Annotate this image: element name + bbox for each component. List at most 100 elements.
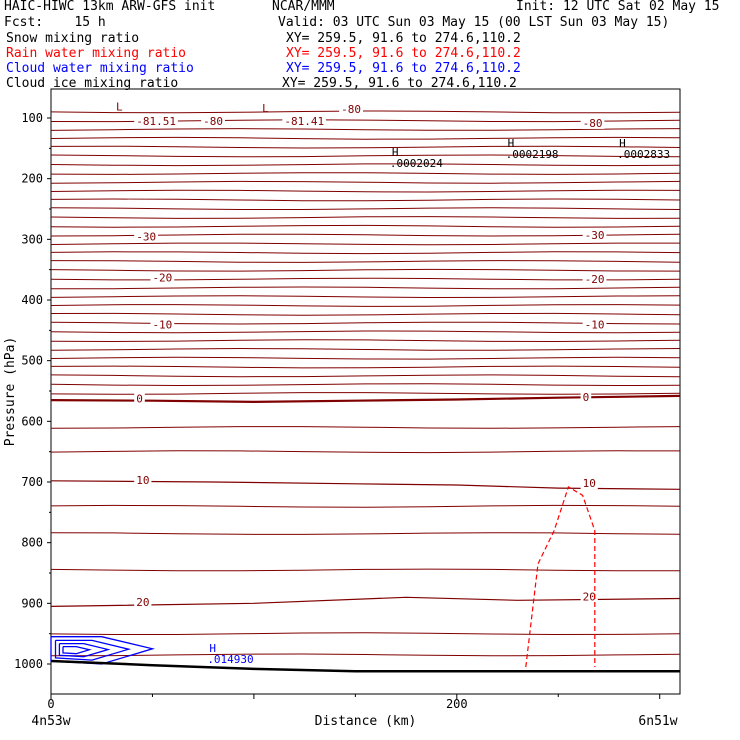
isotherm-label-bg: [134, 116, 178, 128]
isotherm-line: [50, 251, 681, 255]
isotherm-line: [50, 330, 681, 334]
isotherm-line: [50, 163, 681, 167]
isotherm-line: [50, 532, 681, 535]
extremum-value: .0002024: [390, 157, 443, 170]
legend-cloudice-name: Cloud ice mixing ratio: [6, 76, 179, 91]
extremum-L-marker: L: [262, 102, 269, 115]
isotherm-line: [50, 426, 681, 429]
legend-cloudwater-xy: XY= 259.5, 91.6 to 274.6,110.2: [286, 61, 521, 76]
isotherm-label: 20: [136, 596, 149, 609]
isotherm-label: -80: [341, 103, 361, 116]
isotherm-line: [50, 374, 681, 378]
isotherm-label-bg: [582, 230, 607, 242]
isotherm-label-bg: [150, 272, 175, 284]
y-tick-label: 1000: [14, 657, 43, 671]
isotherm-label: -10: [152, 318, 172, 331]
isotherm-line: [50, 207, 681, 210]
y-tick-label: 100: [21, 111, 43, 125]
x-axis-label: Distance (km): [315, 714, 417, 729]
isotherm-label: 10: [583, 477, 596, 490]
extremum-H-marker: H: [619, 137, 626, 150]
isotherm-label-bg: [582, 273, 607, 285]
legend-rain-name: Rain water mixing ratio: [6, 46, 187, 61]
isotherm-line: [50, 632, 681, 636]
isotherm-label: 0: [136, 392, 143, 405]
isotherm-line: [50, 242, 680, 246]
x-tick-label: 0: [47, 697, 54, 711]
isotherm-10-line: [50, 480, 681, 490]
isotherm-line: [50, 198, 681, 202]
isotherm-label: -81.51: [136, 115, 176, 128]
y-tick-label: 200: [21, 172, 43, 186]
isotherm-label: -20: [585, 273, 605, 286]
legend-cloudwater-name: Cloud water mixing ratio: [6, 61, 194, 76]
y-tick-label: 600: [21, 414, 43, 428]
cloud-water-contour: [58, 642, 111, 658]
extremum-L-marker: L: [116, 101, 123, 114]
terrain-line: [50, 659, 680, 673]
legend-snow-xy: XY= 259.5, 91.6 to 274.6,110.2: [286, 31, 521, 46]
isotherm-line: [50, 304, 681, 307]
isotherm-line: [50, 295, 681, 299]
isotherm-label: -30: [585, 229, 605, 242]
isotherm-label: -80: [583, 117, 603, 130]
extremum-value: .0002198: [506, 148, 559, 161]
cloud-water-contour: [62, 645, 92, 655]
isotherm-line: [50, 450, 681, 454]
isotherm-label-bg: [339, 103, 363, 115]
isotherm-label: 20: [583, 591, 596, 604]
isotherm-line: [50, 180, 681, 184]
rain-contour: [525, 486, 596, 668]
legend-rain-xy: XY= 259.5, 91.6 to 274.6,110.2: [286, 46, 521, 61]
isotherm-label: 0: [583, 391, 590, 404]
isotherm-line: [50, 154, 681, 158]
isotherm-label-bg: [580, 392, 592, 404]
endpoint-right-label: 6n51w: [638, 714, 677, 729]
y-tick-label: 800: [21, 536, 43, 550]
isotherm-20-line: [50, 596, 681, 607]
isotherm-line: [50, 268, 681, 272]
isotherm-line: [50, 504, 681, 508]
isotherm-line: [50, 383, 681, 387]
isotherm-label-bg: [134, 475, 152, 487]
endpoint-left-label: 4n53w: [31, 714, 70, 729]
isotherm-line: [50, 216, 681, 219]
isotherm-line: [50, 312, 681, 316]
isotherm-label: -10: [585, 318, 605, 331]
isotherm-label-bg: [580, 591, 598, 603]
isotherm-line: [50, 568, 680, 572]
y-tick-label: 500: [21, 354, 43, 368]
isotherm-label-bg: [134, 597, 152, 609]
legend-snow-name: Snow mixing ratio: [6, 31, 140, 46]
org-label: NCAR/MMM: [272, 0, 335, 14]
isotherm-line: [50, 339, 681, 343]
extremum-H-marker: H: [392, 146, 399, 159]
x-tick-label: 200: [446, 697, 468, 711]
forecast-hour: Fcst: 15 h: [4, 15, 106, 30]
isotherm-line: [50, 653, 681, 657]
extremum-value: .0002833: [617, 148, 670, 161]
isotherm-label-bg: [150, 319, 175, 331]
isotherm-line: [50, 365, 681, 369]
isotherm-line: [50, 224, 681, 228]
isotherm-line: [50, 145, 681, 149]
extremum-H-marker: H: [508, 137, 515, 150]
y-tick-label: 300: [21, 232, 43, 246]
y-tick-label: 400: [21, 293, 43, 307]
isotherm-line: [50, 172, 681, 175]
extremum-value: .014930: [207, 653, 253, 666]
y-axis-label: Pressure (hPa): [3, 337, 18, 447]
cloud-water-contour: [50, 636, 156, 665]
isotherm-label: 10: [136, 474, 149, 487]
isotherm-label-bg: [201, 116, 225, 128]
valid-time: Valid: 03 UTC Sun 03 May 15 (00 LST Sun …: [278, 15, 670, 30]
isotherm-line: [50, 347, 681, 351]
isotherm-label: -81.41: [284, 115, 324, 128]
isotherm-label-bg: [580, 117, 605, 129]
isotherm-line: [50, 110, 681, 114]
cloud-water-contour: [54, 639, 132, 661]
isotherm-label: -80: [203, 115, 223, 128]
isotherm-label: -20: [152, 272, 172, 285]
isotherm-label-bg: [582, 319, 607, 331]
